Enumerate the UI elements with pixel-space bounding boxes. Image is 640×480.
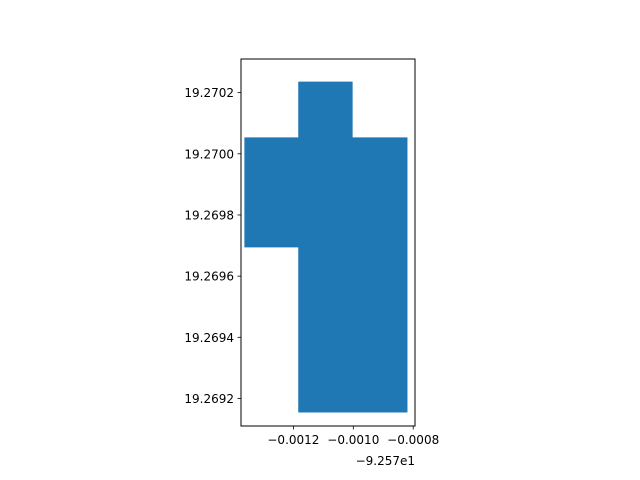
x-axis: −0.0012 −0.0010 −0.0008 [267, 426, 439, 447]
x-axis-offset-label: −9.257e1 [356, 454, 415, 468]
y-tick-label: 19.2700 [184, 147, 234, 161]
axes-frame [240, 58, 416, 427]
plot-area [244, 81, 408, 413]
y-tick-label: 19.2692 [184, 392, 234, 406]
x-tick-label: −0.0012 [267, 433, 319, 447]
y-tick-label: 19.2698 [184, 208, 234, 222]
y-axis: 19.2692 19.2694 19.2696 19.2698 19.2700 19.27… [184, 86, 241, 406]
y-tick-label: 19.2702 [184, 86, 234, 100]
footprint-polygon [244, 81, 408, 413]
y-tick-label: 19.2694 [184, 331, 234, 345]
x-tick-label: −0.0010 [327, 433, 379, 447]
y-tick-label: 19.2696 [184, 270, 234, 284]
x-tick-label: −0.0008 [387, 433, 439, 447]
